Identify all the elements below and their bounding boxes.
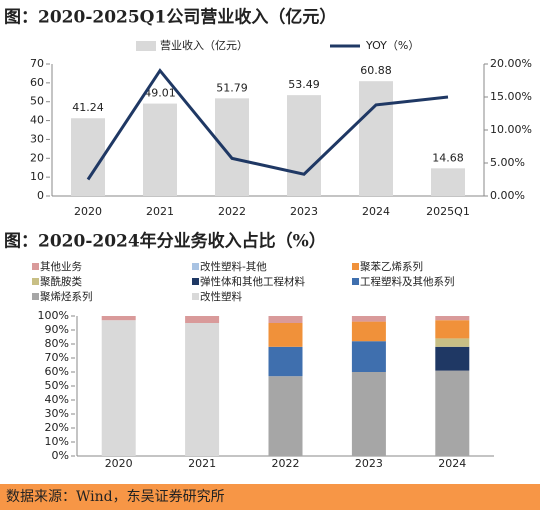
- bar-segment: [101, 320, 136, 456]
- legend-label: 聚酰胺类: [40, 275, 82, 288]
- legend-swatch: [192, 278, 199, 285]
- x-tick-label: 2021: [146, 205, 174, 218]
- bar: [431, 168, 465, 196]
- y-tick-label: 10: [30, 170, 44, 183]
- legend-label: 弹性体和其他工程材料: [200, 275, 305, 288]
- legend-swatch: [136, 41, 156, 51]
- y-tick-label: 60: [30, 76, 44, 89]
- y-tick-label: 40: [30, 114, 44, 127]
- footer: 数据来源：Wind，东吴证券研究所: [6, 489, 225, 505]
- bar-segment: [185, 323, 220, 456]
- legend-swatch: [192, 263, 199, 270]
- x-tick-label: 2023: [355, 457, 383, 470]
- bar-segment: [268, 323, 303, 347]
- y-tick-label: 30%: [45, 407, 69, 420]
- y-tick-label: 70: [30, 57, 44, 70]
- y-tick-label: 0.00%: [490, 189, 525, 202]
- data-label: 14.68: [432, 151, 464, 164]
- y-tick-label: 50: [30, 95, 44, 108]
- data-label: 60.88: [360, 64, 392, 77]
- bar-segment: [268, 346, 303, 377]
- legend-swatch: [352, 278, 359, 285]
- legend-label: 其他业务: [40, 260, 82, 273]
- x-tick-label: 2022: [218, 205, 246, 218]
- x-tick-label: 2023: [290, 205, 318, 218]
- legend-label: 改性塑料-其他: [200, 260, 267, 273]
- data-label: 41.24: [72, 101, 104, 114]
- x-tick-label: 2020: [74, 205, 102, 218]
- x-tick-label: 2021: [188, 457, 216, 470]
- bar-segment: [351, 316, 386, 322]
- y-tick-label: 20: [30, 151, 44, 164]
- bar-segment: [435, 370, 470, 456]
- bar-segment: [268, 316, 303, 323]
- data-label: 51.79: [216, 81, 248, 94]
- legend-swatch: [32, 293, 39, 300]
- y-tick-label: 60%: [45, 365, 69, 378]
- line: [86, 68, 449, 181]
- chart-title: 图：2020-2024年分业务收入占比（%）: [4, 231, 326, 252]
- legend-label: 工程塑料及其他系列: [360, 275, 455, 288]
- y-tick-label: 50%: [45, 379, 69, 392]
- y-tick-label: 20.00%: [490, 57, 532, 70]
- legend-label: 聚烯烃系列: [40, 290, 93, 303]
- y-tick-label: 90%: [45, 323, 69, 336]
- legend-label: 聚苯乙烯系列: [360, 260, 423, 273]
- x-tick-label: 2022: [272, 457, 300, 470]
- bar-segment: [435, 346, 470, 371]
- y-tick-label: 10.00%: [490, 123, 532, 136]
- legend-swatch: [192, 293, 199, 300]
- y-tick-label: 10%: [45, 435, 69, 448]
- x-tick-label: 2024: [362, 205, 390, 218]
- bar-segment: [351, 372, 386, 456]
- legend-swatch: [32, 278, 39, 285]
- x-tick-label: 2024: [438, 457, 466, 470]
- legend-label: 改性塑料: [200, 290, 242, 303]
- chart-title: 图：2020-2025Q1公司营业收入（亿元）: [4, 7, 336, 28]
- bar: [287, 95, 321, 196]
- bar-segment: [351, 321, 386, 342]
- data-label: 49.01: [144, 87, 176, 100]
- y-tick-label: 5.00%: [490, 156, 525, 169]
- y-tick-label: 0%: [52, 449, 69, 462]
- bar-segment: [435, 320, 470, 339]
- y-tick-label: 100%: [38, 309, 69, 322]
- legend-label: YOY（%）: [365, 39, 419, 52]
- y-tick-label: 30: [30, 132, 44, 145]
- y-tick-label: 15.00%: [490, 90, 532, 103]
- legend-swatch: [352, 263, 359, 270]
- x-tick-label: 2025Q1: [426, 205, 470, 218]
- legend-swatch: [32, 263, 39, 270]
- y-tick-label: 40%: [45, 393, 69, 406]
- bar: [215, 98, 249, 196]
- y-tick-label: 20%: [45, 421, 69, 434]
- bar-segment: [101, 316, 136, 321]
- bar-segment: [435, 316, 470, 321]
- bar: [143, 103, 177, 196]
- y-tick-label: 70%: [45, 351, 69, 364]
- bar: [359, 81, 393, 196]
- bar-segment: [185, 316, 220, 323]
- bar-segment: [435, 338, 470, 347]
- y-tick-label: 80%: [45, 337, 69, 350]
- bar: [71, 118, 105, 196]
- y-tick-label: 0: [37, 189, 44, 202]
- bar-segment: [268, 376, 303, 456]
- x-tick-label: 2020: [105, 457, 133, 470]
- bar-segment: [351, 341, 386, 372]
- data-label: 53.49: [288, 78, 320, 91]
- legend-label: 营业收入（亿元）: [160, 38, 248, 52]
- footer-bar: [0, 484, 540, 510]
